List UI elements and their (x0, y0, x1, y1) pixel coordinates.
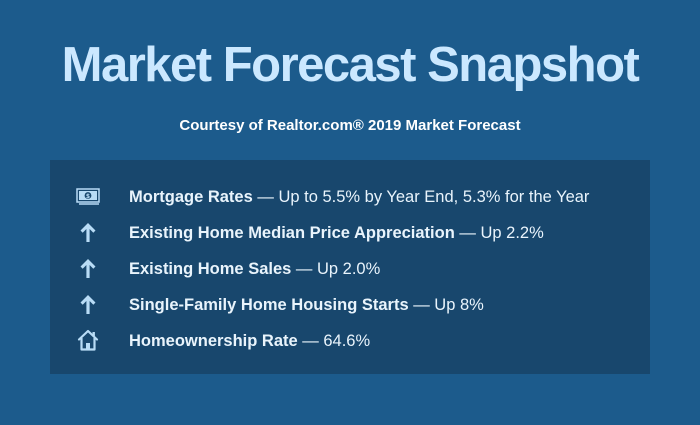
page-subtitle: Courtesy of Realtor.com® 2019 Market For… (179, 117, 521, 134)
forecast-item-home-sales: Existing Home Sales — Up 2.0% (50, 251, 650, 287)
forecast-item-median-price: Existing Home Median Price Appreciation … (50, 215, 650, 251)
forecast-item-value: — Up 8% (408, 296, 484, 314)
arrow-up-icon (74, 218, 102, 246)
forecast-item-housing-starts: Single-Family Home Housing Starts — Up 8… (50, 287, 650, 323)
forecast-item-label: Single-Family Home Housing Starts (129, 296, 409, 314)
arrow-up-icon (74, 254, 102, 282)
forecast-panel: $ Mortgage Rates — Up to 5.5% by Year En… (50, 160, 650, 374)
forecast-item-value: — Up to 5.5% by Year End, 5.3% for the Y… (252, 188, 590, 206)
forecast-item-label: Homeownership Rate (129, 332, 298, 350)
forecast-item-value: — Up 2.2% (454, 224, 544, 242)
forecast-item-value: — Up 2.0% (291, 260, 381, 278)
house-icon (74, 326, 102, 354)
svg-text:$: $ (86, 193, 90, 200)
forecast-item-mortgage-rates: $ Mortgage Rates — Up to 5.5% by Year En… (50, 179, 650, 215)
forecast-item-label: Existing Home Median Price Appreciation (129, 224, 455, 242)
forecast-item-homeownership: Homeownership Rate — 64.6% (50, 323, 650, 359)
arrow-up-icon (74, 290, 102, 318)
forecast-item-label: Mortgage Rates (129, 188, 253, 206)
forecast-item-value: — 64.6% (297, 332, 371, 350)
forecast-item-label: Existing Home Sales (129, 260, 292, 278)
page-title: Market Forecast Snapshot (61, 38, 640, 92)
money-icon: $ (74, 182, 102, 210)
